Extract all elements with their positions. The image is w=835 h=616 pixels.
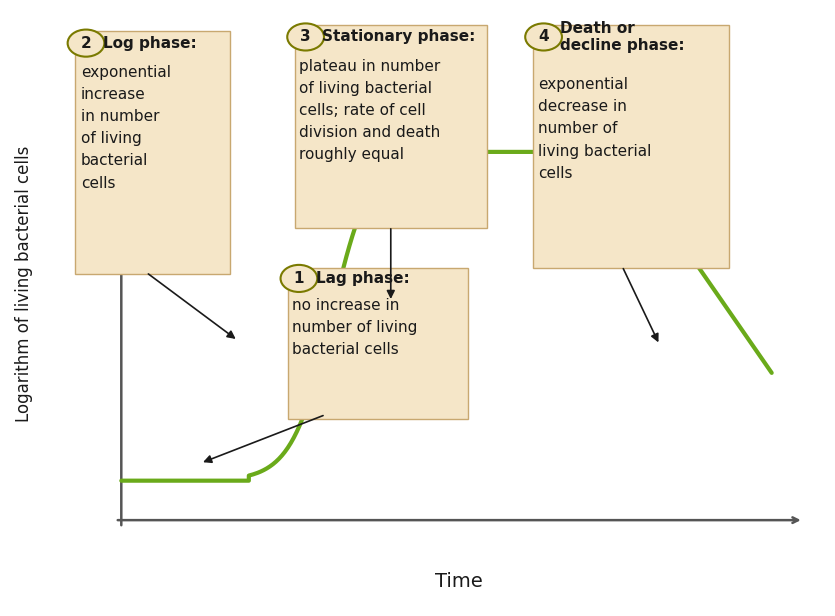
Text: Time: Time [435, 572, 483, 591]
Text: Lag phase:: Lag phase: [316, 271, 409, 286]
Text: Log phase:: Log phase: [103, 36, 196, 51]
Text: exponential
increase
in number
of living
bacterial
cells: exponential increase in number of living… [81, 65, 171, 191]
Text: Death or
decline phase:: Death or decline phase: [560, 21, 685, 53]
Text: 3: 3 [301, 30, 311, 44]
Text: 4: 4 [539, 30, 549, 44]
Text: Stationary phase:: Stationary phase: [322, 30, 476, 44]
Text: 2: 2 [81, 36, 91, 51]
Text: Logarithm of living bacterial cells: Logarithm of living bacterial cells [15, 145, 33, 421]
Text: no increase in
number of living
bacterial cells: no increase in number of living bacteria… [292, 298, 418, 357]
Text: plateau in number
of living bacterial
cells; rate of cell
division and death
rou: plateau in number of living bacterial ce… [299, 59, 440, 163]
Text: exponential
decrease in
number of
living bacterial
cells: exponential decrease in number of living… [538, 77, 651, 181]
Text: 1: 1 [294, 271, 304, 286]
